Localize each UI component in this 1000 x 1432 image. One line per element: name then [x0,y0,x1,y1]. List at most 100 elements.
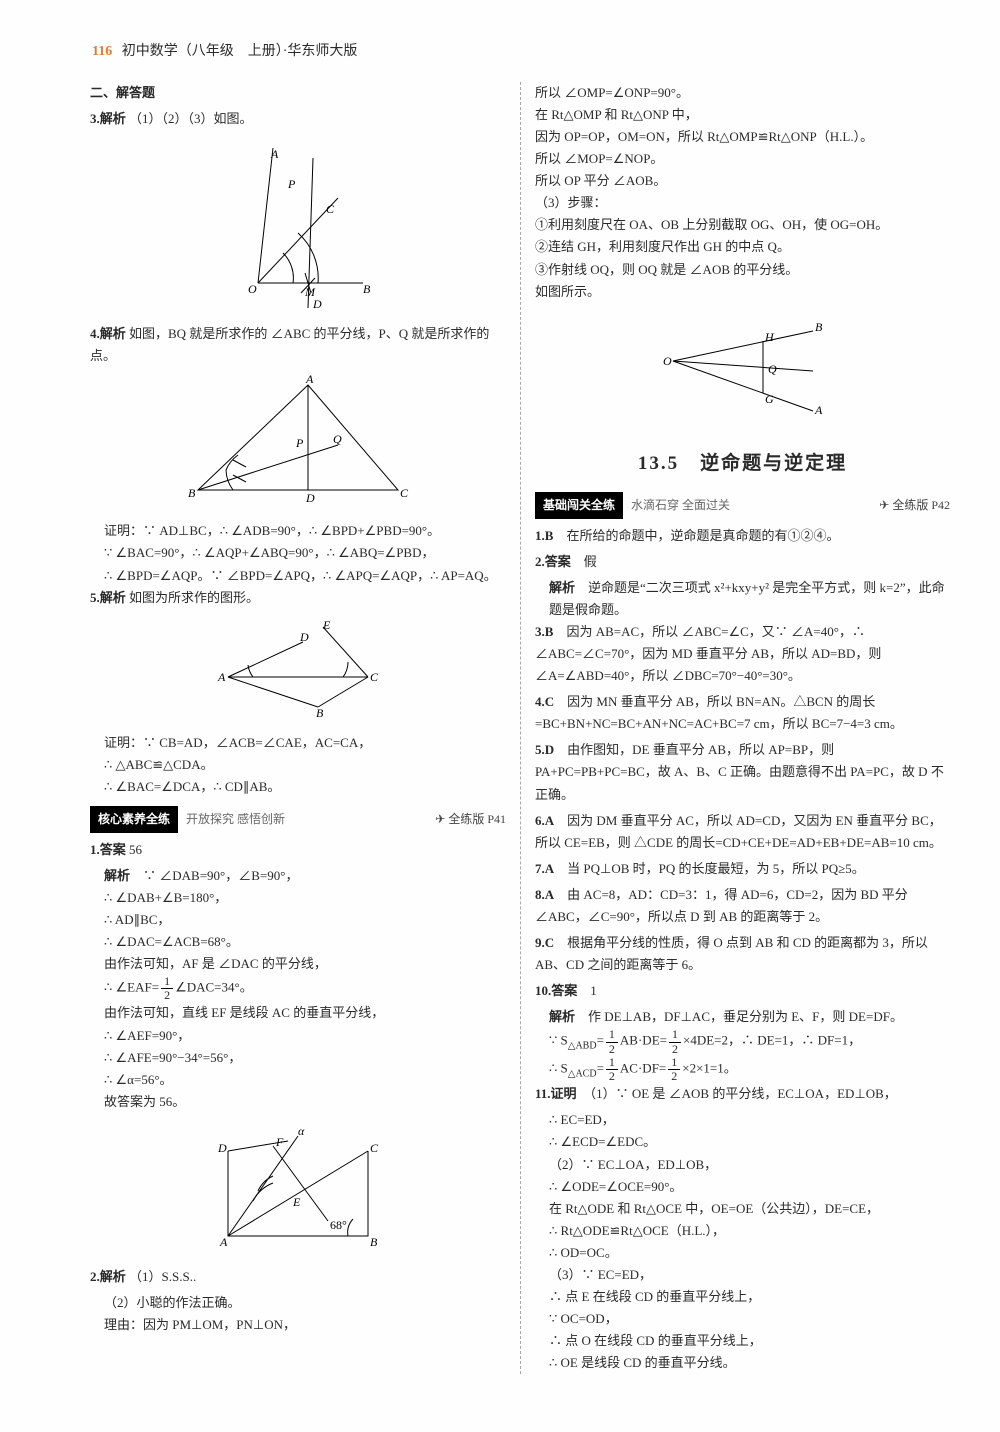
analysis-line: 故答案为 56。 [104,1091,506,1113]
svg-text:B: B [363,282,371,296]
svg-text:D: D [305,491,315,505]
item-label: 答案 [100,842,126,857]
header-title: 初中数学（八年级 上册）·华东师大版 [122,44,358,59]
text-line: 因为 OP=OP，OM=ON，所以 Rt△OMP≌Rt△ONP（H.L.）。 [535,126,950,148]
item-2-analysis: 解析 逆命题是“二次三项式 x²+kxy+y² 是完全平方式，则 k=2”，此命… [535,577,950,621]
proof-line: ∴ ∠ODE=∠OCE=90°。 [549,1176,950,1198]
answer-1: 1.答案 56 [90,839,506,861]
left-column: 二、解答题 3.解析 （1）（2）（3）如图。 A P C O M B [90,82,520,1375]
item-2: 2.答案 假 [535,551,950,573]
problem-4: 4.解析 如图，BQ 就是所求作的 ∠ABC 的平分线，P、Q 就是所求作的点。 [90,323,506,367]
figure-2: A P Q B D C [90,375,506,512]
svg-text:α: α [298,1124,305,1138]
svg-text:B: B [370,1235,378,1249]
svg-text:C: C [400,486,409,500]
svg-text:A: A [219,1235,228,1249]
svg-text:P: P [287,177,296,191]
problem-3: 3.解析 （1）（2）（3）如图。 [90,108,506,130]
text-line: （3）步骤： [535,192,950,214]
svg-text:O: O [248,282,257,296]
text-line: ③作射线 OQ，则 OQ 就是 ∠AOB 的平分线。 [535,259,950,281]
item-num: 4. [90,326,100,341]
proof-line: ∴ Rt△ODE≌Rt△OCE（H.L.）， [549,1220,950,1242]
analysis-line: （1）S.S.S.. [129,1269,196,1284]
svg-text:B: B [188,486,196,500]
proof-line: ∵ ∠BAC=90°，∴ ∠AQP+∠ABQ=90°，∴ ∠ABQ=∠PBD， [104,542,506,564]
svg-text:P: P [295,436,304,450]
svg-text:H: H [764,330,775,344]
item-text: 如图为所求作的图形。 [129,590,259,605]
proof-line: ∴ ∠BPD=∠AQP。∵ ∠BPD=∠APQ，∴ ∠APQ=∠AQP，∴ AP… [104,565,506,587]
item-8: 8.A 由 AC=8，AD：CD=3：1，得 AD=6，CD=2，因为 BD 平… [535,884,950,928]
analysis-2: （2）小聪的作法正确。 理由：因为 PM⊥OM，PN⊥ON， [90,1292,506,1336]
proof-line: ∴ ∠ECD=∠EDC。 [549,1131,950,1153]
item-11: 11.证明 （1）∵ OE 是 ∠AOB 的平分线，EC⊥OA，ED⊥OB， [535,1083,950,1105]
item-10-analysis: 解析 作 DE⊥AB，DF⊥AC，垂足分别为 E、F，则 DE=DF。 ∵ S△… [535,1006,950,1083]
text-line: 所以 ∠MOP=∠NOP。 [535,148,950,170]
svg-text:D: D [217,1141,227,1155]
item-num: 2. [90,1269,100,1284]
item-num: 5. [90,590,100,605]
item-5: 5.D 由作图知，DE 垂直平分 AB，所以 AP=BP，则 PA+PC=PB+… [535,739,950,805]
analysis-line: ∴ ∠AFE=90°−34°=56°， [104,1047,506,1069]
proof-line: ∴ ∠BAC=∠DCA，∴ CD∥AB。 [104,776,506,798]
svg-text:Q: Q [333,432,342,446]
analysis-line: ∴ ∠AEF=90°， [104,1025,506,1047]
analysis-line: ∴ AD∥BC， [104,909,506,931]
proof-11: ∴ EC=ED， ∴ ∠ECD=∠EDC。 （2）∵ EC⊥OA，ED⊥OB， … [535,1109,950,1374]
band-label: 核心素养全练 [90,806,178,832]
band-ref: 全练版 P41 [435,809,506,829]
figure-1: A P C O M B D [90,138,506,315]
proof-line: ∴ EC=ED， [549,1109,950,1131]
proof-line: （2）∵ EC⊥OA，ED⊥OB， [549,1154,950,1176]
analysis-line: 由作法可知，直线 EF 是线段 AC 的垂直平分线， [104,1002,506,1024]
analysis-line: 理由：因为 PM⊥OM，PN⊥ON， [104,1314,506,1336]
svg-text:C: C [326,202,335,216]
text-line: 如图所示。 [535,281,950,303]
svg-text:C: C [370,670,379,684]
item-7: 7.A 当 PQ⊥OB 时，PQ 的长度最短，为 5，所以 PQ≥5。 [535,858,950,880]
analysis-line: （2）小聪的作法正确。 [104,1292,506,1314]
analysis-line: ∴ ∠EAF=12∠DAC=34°。 [104,975,506,1002]
proof-line: 在 Rt△ODE 和 Rt△OCE 中，OE=OE（公共边），DE=CE， [549,1198,950,1220]
answer-2: 2.解析 （1）S.S.S.. [90,1266,506,1288]
formula-line: ∴ S△ACD=12AC·DF=12×2×1=1。 [549,1056,950,1083]
item-text: （1）（2）（3）如图。 [129,111,253,126]
proof-line: ∴ OD=OC。 [549,1242,950,1264]
item-label: 解析 [100,590,126,605]
figure-5: B H O Q G A [535,311,950,428]
proof-line: ∴ △ABC≌△CDA。 [104,754,506,776]
svg-text:B: B [815,320,823,334]
section-band-core: 核心素养全练 开放探究 感悟创新 全练版 P41 [90,806,506,832]
band-ref: 全练版 P42 [879,495,950,515]
item-10: 10.答案 1 [535,980,950,1002]
formula-line: ∵ S△ABD=12AB·DE=12×4DE=2，∴ DE=1，∴ DF=1， [549,1028,950,1055]
text-line: 在 Rt△OMP 和 Rt△ONP 中， [535,104,950,126]
band-label: 基础闯关全练 [535,492,623,518]
item-num: 1. [90,842,100,857]
continuation: 所以 ∠OMP=∠ONP=90°。 在 Rt△OMP 和 Rt△ONP 中， 因… [535,82,950,303]
svg-text:A: A [814,403,823,417]
page-number: 116 [92,44,112,59]
page-header: 116 初中数学（八年级 上册）·华东师大版 [90,40,950,64]
svg-text:G: G [765,392,774,406]
section-title: 13.5 逆命题与逆定理 [535,448,950,480]
figure-4: α F D C E 68° A B [90,1121,506,1258]
proof-line: （3）∵ EC=ED， [549,1264,950,1286]
section-label: 二、解答题 [90,82,506,104]
text-line: 所以 OP 平分 ∠AOB。 [535,170,950,192]
item-num: 3. [90,111,100,126]
analysis-line: ∴ ∠α=56°。 [104,1069,506,1091]
item-3: 3.B 因为 AB=AC，所以 ∠ABC=∠C，又∵ ∠A=40°，∴ ∠ABC… [535,621,950,687]
svg-text:A: A [270,147,279,161]
figure-3: E D A C B [90,617,506,724]
analysis-line: ∴ ∠DAC=∠ACB=68°。 [104,931,506,953]
answer-value: 56 [129,842,142,857]
item-1: 1.B 在所给的命题中，逆命题是真命题的有①②④。 [535,525,950,547]
svg-text:A: A [305,375,314,386]
svg-text:F: F [275,1135,284,1149]
svg-text:E: E [292,1195,301,1209]
svg-text:68°: 68° [330,1218,347,1232]
proof-line: ∴ OE 是线段 CD 的垂直平分线。 [549,1352,950,1374]
band-subtitle: 水滴石穿 全面过关 [631,495,879,515]
